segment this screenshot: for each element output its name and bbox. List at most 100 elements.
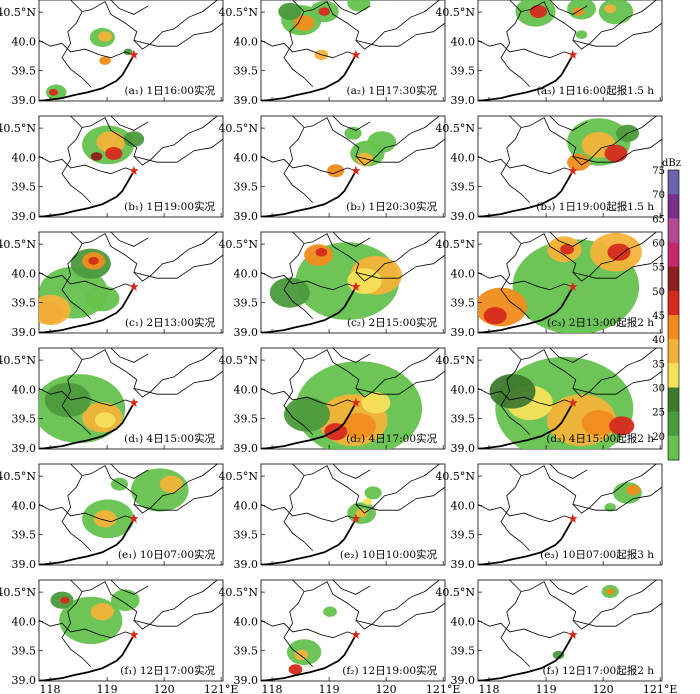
panel-1-3: (a₃) 1日16:00起报1.5 h 40.5°N 40.0 39.5 39.0 [435, 0, 663, 107]
echo-region [278, 2, 302, 21]
y-tick-label: 40.5°N [0, 586, 36, 599]
y-tick-label: 39.5 [234, 413, 259, 426]
coastline [478, 286, 574, 333]
boundary-line [478, 272, 574, 291]
boundary-line [261, 504, 357, 523]
boundary-line [39, 156, 135, 175]
boundary-line [133, 486, 223, 511]
coastline [261, 54, 357, 101]
echo-region [347, 0, 371, 12]
echo-region [604, 503, 616, 512]
y-tick-label: 40.5°N [218, 354, 258, 367]
coastline [478, 634, 574, 681]
station-star-icon [568, 49, 578, 59]
boundary-line [549, 464, 588, 479]
echo-region [344, 126, 362, 140]
boundary-line [61, 11, 92, 87]
boundary-line [261, 620, 357, 639]
y-tick-label: 39.0 [234, 326, 259, 339]
boundary-line [61, 127, 92, 203]
y-tick-label: 39.5 [234, 181, 259, 194]
colorbar-level: 65 [652, 214, 665, 225]
boundary-line [110, 348, 149, 363]
y-tick-label: 39.0 [234, 94, 259, 107]
station-star-icon [129, 49, 139, 59]
radar-echo-layer [261, 580, 445, 681]
boundary-line [549, 116, 588, 131]
echo-region [609, 416, 635, 436]
boundary-line [292, 580, 440, 630]
coastline [261, 518, 357, 565]
echo-region [552, 650, 565, 660]
panel-label: (f₁) 12日17:00实况 [120, 664, 215, 677]
y-tick-label: 39.0 [234, 210, 259, 223]
radar-echo-layer [39, 580, 223, 681]
radar-echo-layer [261, 116, 445, 217]
panel-label: (b₂) 1日20:30实况 [346, 200, 437, 213]
station-star-icon [129, 397, 139, 407]
y-tick-label: 39.5 [451, 413, 476, 426]
y-tick-label: 40.0 [12, 151, 37, 164]
echo-region [604, 144, 628, 163]
y-tick-label: 40.0 [12, 499, 37, 512]
panel-2-3: (b₃) 1日19:00起报1.5 h 40.5°N 40.0 39.5 39.0 [435, 115, 663, 223]
boundary-line [572, 254, 662, 279]
boundary-line [261, 388, 357, 407]
boundary-line [355, 138, 445, 163]
boundary-line [355, 22, 445, 47]
coastline [478, 54, 574, 101]
y-tick-label: 40.5°N [435, 122, 475, 135]
y-tick-label: 40.0 [234, 615, 259, 628]
echo-region [607, 243, 631, 261]
echo-region [39, 294, 71, 325]
radar-echo-layer [39, 232, 223, 333]
station-star-icon [129, 513, 139, 523]
station-star-icon [351, 165, 361, 175]
echo-region [284, 397, 330, 432]
y-tick-label: 39.0 [12, 442, 37, 455]
coastline [478, 518, 574, 565]
boundary-line [500, 243, 531, 319]
station-star-icon [129, 281, 139, 291]
y-tick-label: 39.0 [451, 94, 476, 107]
y-tick-label: 40.5°N [0, 470, 36, 483]
boundary-line [283, 591, 314, 667]
echo-region [94, 412, 116, 428]
echo-region [318, 7, 331, 16]
y-tick-label: 39.0 [12, 210, 37, 223]
colorbar-unit: dBz [662, 158, 681, 169]
coastline [39, 634, 135, 681]
y-tick-label: 40.0 [234, 383, 259, 396]
panel-label: (e₃) 10日07:00起报3 h [540, 548, 654, 561]
boundary-line [549, 232, 588, 247]
boundary-line [478, 388, 574, 407]
y-tick-label: 39.0 [451, 442, 476, 455]
boundary-line [70, 232, 218, 282]
boundary-line [110, 232, 149, 247]
y-tick-label: 39.5 [451, 297, 476, 310]
y-tick-label: 39.5 [451, 181, 476, 194]
y-tick-label: 40.5°N [435, 238, 475, 251]
boundary-line [478, 40, 574, 59]
colorbar-level: 50 [652, 287, 665, 298]
y-tick-label: 39.0 [451, 210, 476, 223]
y-tick-label: 40.0 [234, 151, 259, 164]
boundary-line [110, 464, 149, 479]
boundary-line [283, 243, 314, 319]
boundary-line [133, 22, 223, 47]
x-tick-label: 119 [97, 683, 118, 694]
coastline [478, 402, 574, 449]
echo-region [364, 486, 382, 500]
boundary-line [61, 359, 92, 435]
coastline [39, 286, 135, 333]
boundary-line [39, 620, 135, 639]
coastline [39, 54, 135, 101]
boundary-line [61, 243, 92, 319]
radar-echo-layer [478, 116, 662, 217]
boundary-line [572, 370, 662, 395]
echo-region [96, 131, 126, 153]
y-tick-label: 40.5°N [0, 238, 36, 251]
y-tick-label: 39.0 [234, 558, 259, 571]
boundary-line [355, 486, 445, 511]
y-tick-label: 40.0 [234, 499, 259, 512]
